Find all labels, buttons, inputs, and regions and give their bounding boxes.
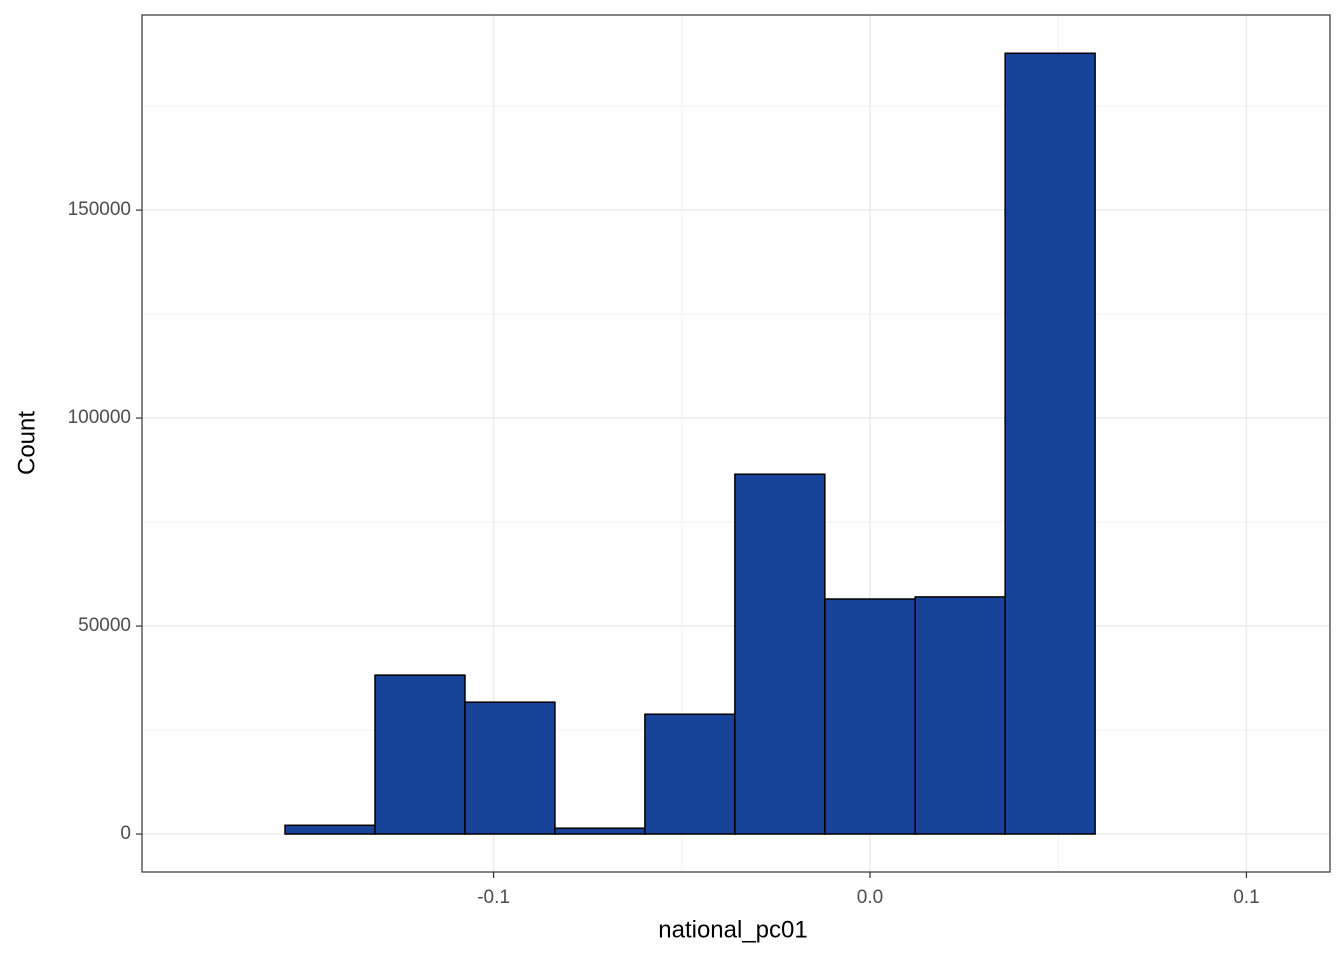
bar [284, 824, 376, 835]
bar [824, 598, 916, 835]
bar [914, 596, 1006, 835]
y-tick-label: 50000 [78, 615, 131, 636]
bar [1004, 52, 1096, 835]
y-tick-label: 100000 [68, 407, 131, 428]
bar [644, 713, 736, 835]
y-tick-label: 150000 [68, 199, 131, 220]
bar [374, 674, 466, 835]
y-axis-label: Count [13, 411, 40, 475]
plot-border [141, 14, 1331, 873]
x-tick-label: 0.0 [857, 887, 883, 908]
y-tick-label: 0 [120, 823, 131, 844]
x-tick-label: 0.1 [1233, 887, 1259, 908]
bar [734, 473, 826, 835]
x-tick-label: -0.1 [477, 887, 510, 908]
x-axis-label: national_pc01 [658, 916, 807, 943]
bar [464, 701, 556, 835]
bar [554, 827, 646, 835]
